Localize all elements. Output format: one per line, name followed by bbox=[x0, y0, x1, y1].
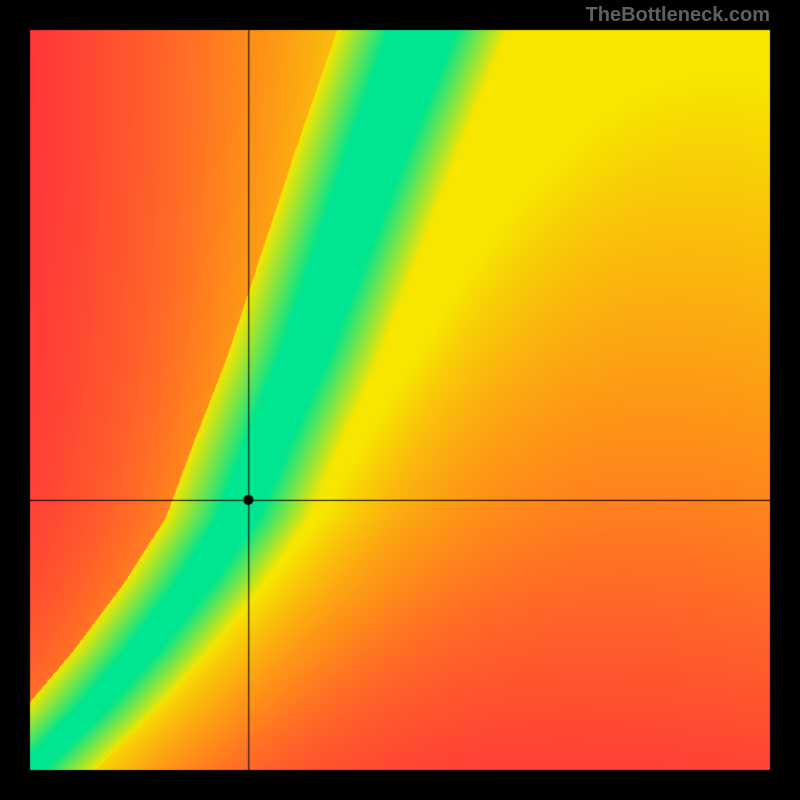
bottleneck-heatmap bbox=[0, 0, 800, 800]
chart-container: TheBottleneck.com bbox=[0, 0, 800, 800]
watermark-text: TheBottleneck.com bbox=[586, 4, 770, 27]
